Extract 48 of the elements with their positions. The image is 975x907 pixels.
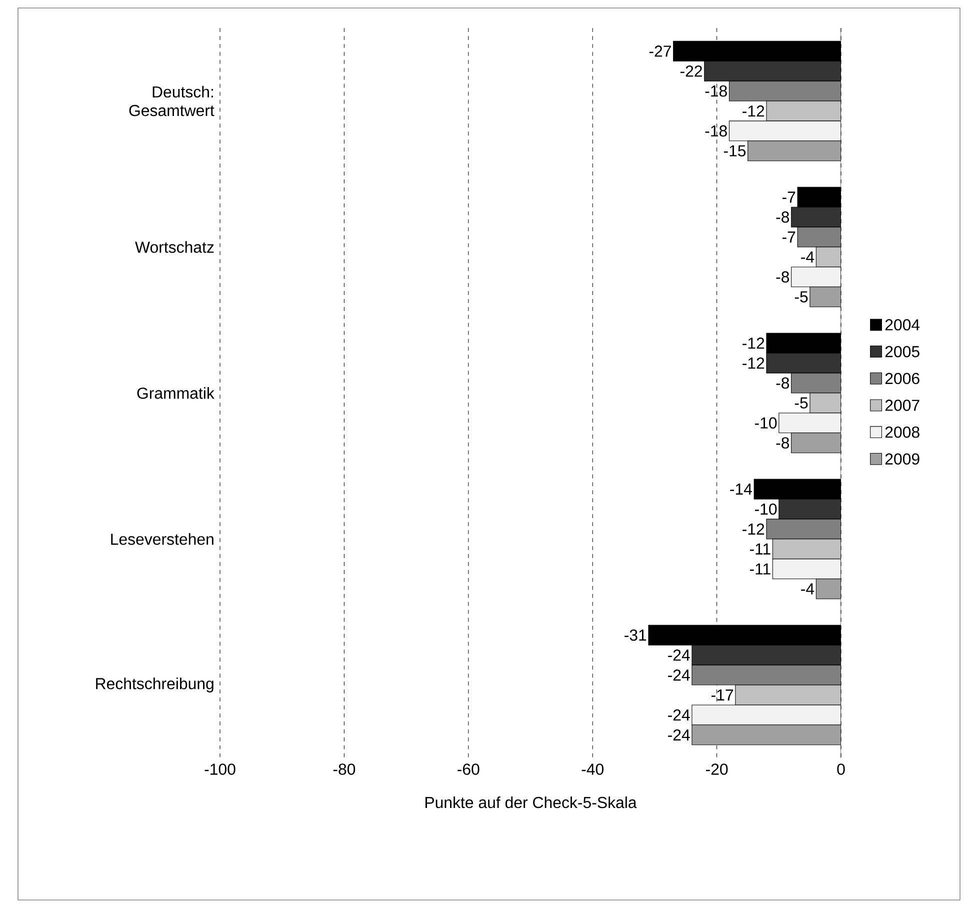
data-label: -22 (680, 66, 702, 77)
data-label: -24 (668, 669, 690, 681)
data-label: -8 (776, 211, 790, 223)
legend-label: 2004 (885, 319, 920, 330)
data-label: -12 (742, 358, 764, 369)
legend-label: 2007 (885, 400, 920, 411)
data-label: -4 (801, 583, 814, 594)
data-label: -8 (776, 437, 790, 449)
y-tick-label: Wortschatz (135, 241, 214, 253)
data-label: -27 (649, 46, 671, 57)
data-label: -24 (668, 709, 690, 721)
data-label: -12 (742, 338, 764, 349)
data-label: -31 (624, 629, 646, 641)
legend-label: 2008 (885, 426, 920, 438)
data-label: -15 (724, 145, 746, 156)
data-label: -14 (730, 484, 752, 495)
x-tick-label: -40 (582, 764, 604, 775)
x-tick-label: 0 (837, 764, 845, 775)
data-label: -12 (742, 523, 764, 535)
data-label: -24 (668, 729, 690, 740)
data-label: -11 (750, 544, 770, 554)
y-tick-label: Deutsch: Gesamtwert (129, 86, 214, 116)
data-label: -18 (705, 85, 727, 97)
data-label: -24 (668, 650, 690, 661)
x-tick-label: -20 (706, 764, 728, 775)
data-label: -5 (794, 291, 808, 302)
data-label: -7 (782, 232, 796, 243)
data-label: -18 (705, 125, 727, 137)
y-tick-label: Grammatik (137, 387, 214, 399)
y-tick-label: Rechtschreibung (96, 678, 214, 692)
data-label: -8 (776, 271, 790, 283)
data-label: -7 (782, 192, 796, 203)
legend-label: 2009 (885, 453, 920, 465)
y-tick-label: Leseverstehen (111, 533, 214, 545)
x-tick-label: -80 (333, 764, 356, 775)
data-label: -17 (712, 690, 734, 700)
x-tick-label: -100 (204, 764, 236, 775)
data-label: -5 (794, 397, 808, 409)
data-label: -4 (801, 252, 814, 262)
data-label: -10 (754, 417, 777, 429)
data-label: -12 (742, 105, 764, 117)
x-axis-title: Punkte auf der Check-5-Skala (425, 796, 637, 808)
data-label: -11 (750, 563, 770, 574)
data-label: -10 (754, 503, 777, 515)
legend-label: 2006 (885, 372, 920, 384)
data-label: -8 (776, 377, 790, 389)
legend-label: 2005 (885, 346, 920, 358)
x-tick-label: -60 (458, 764, 480, 775)
